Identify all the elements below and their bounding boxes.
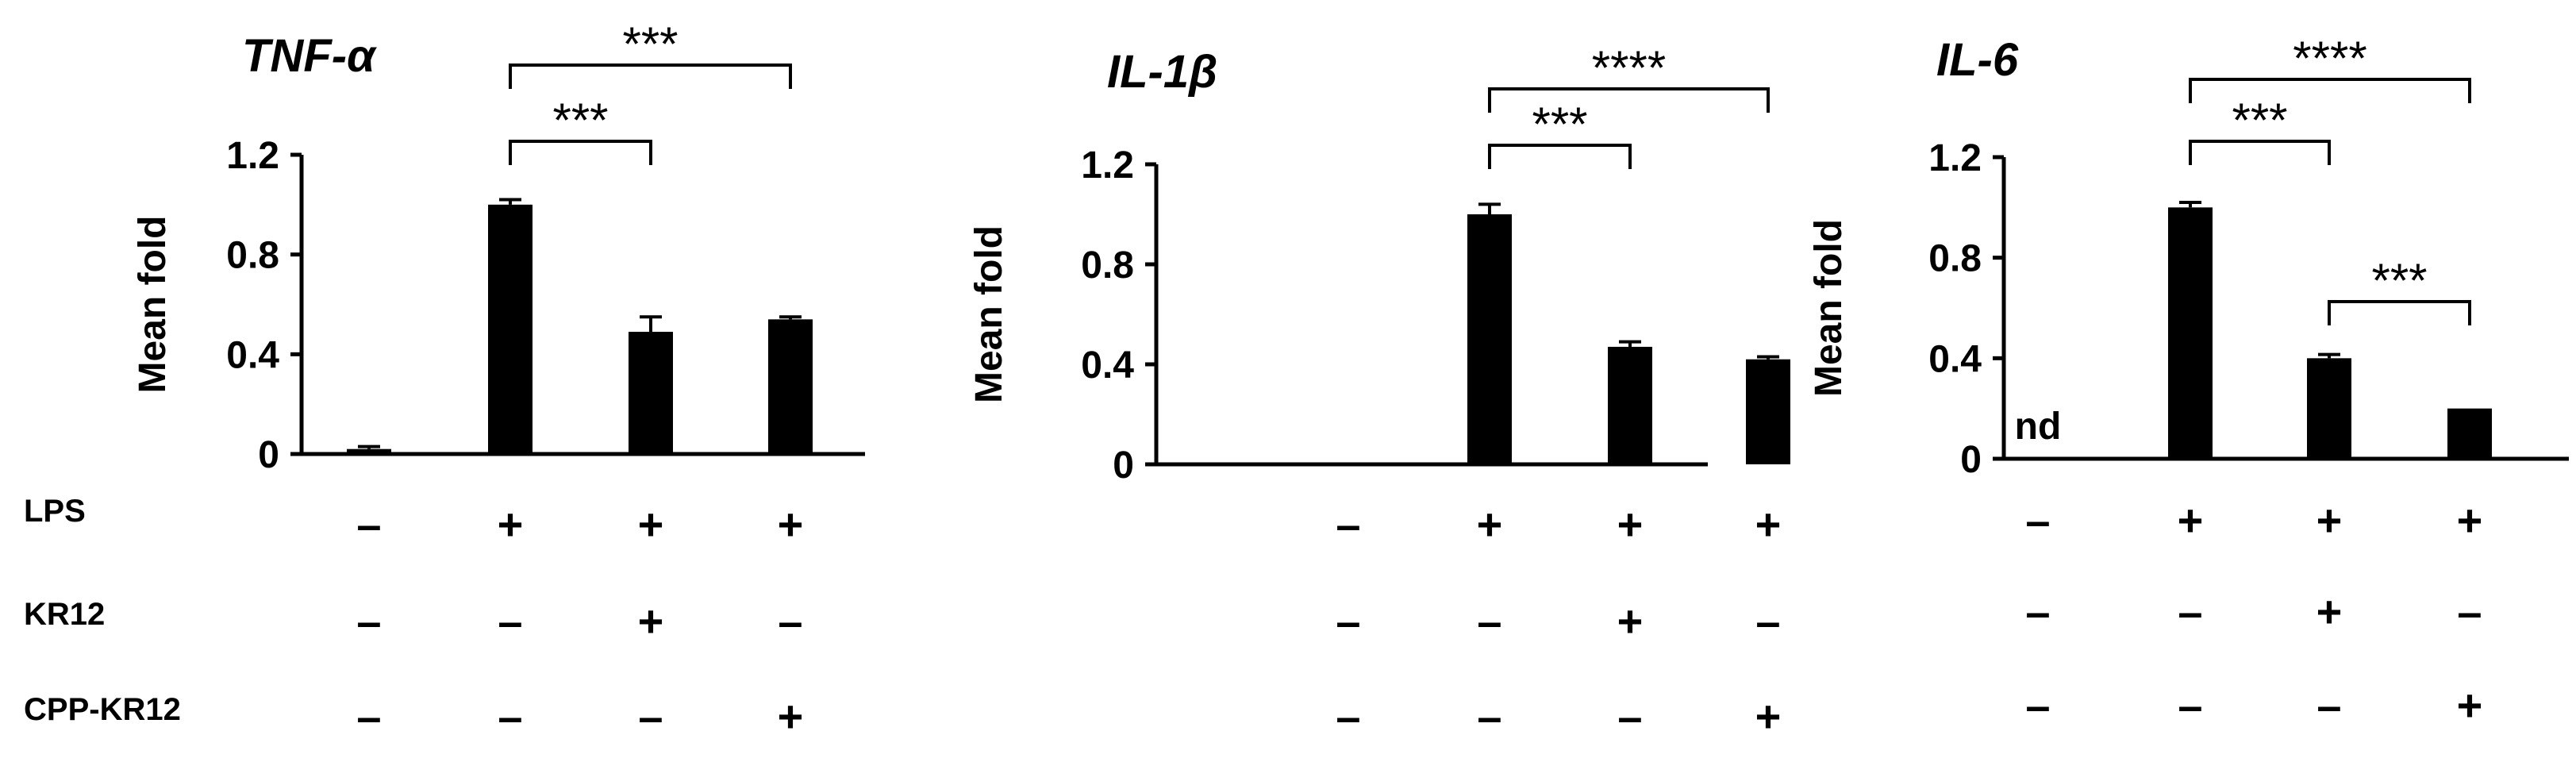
y-tick-label: 0.8 — [226, 235, 279, 277]
bar — [2447, 408, 2492, 459]
significance-label: *** — [2371, 254, 2427, 307]
not-detected-label: nd — [2015, 406, 2062, 448]
treatment-symbol: + — [1617, 596, 1644, 646]
significance-label: *** — [622, 17, 678, 71]
treatment-symbol: + — [2457, 495, 2483, 545]
y-tick-label: 0.4 — [226, 334, 279, 376]
chart-title: IL-1β — [1107, 46, 1217, 98]
treatment-symbol: – — [356, 499, 381, 549]
y-tick-label: 0.4 — [1928, 338, 1982, 380]
treatment-symbol: – — [638, 691, 663, 741]
treatment-symbol: – — [1336, 691, 1360, 741]
treatment-symbol: + — [1477, 499, 1503, 549]
treatment-symbol: + — [498, 499, 524, 549]
bar — [629, 332, 673, 454]
y-tick-label: 0.8 — [1081, 244, 1134, 287]
significance-label: *** — [1532, 98, 1587, 151]
chart-title: TNF-α — [242, 30, 377, 82]
y-axis-label: Mean fold — [968, 225, 1010, 403]
bar — [488, 204, 533, 454]
y-tick-label: 1.2 — [1081, 144, 1134, 187]
treatment-symbol: – — [356, 596, 381, 646]
treatment-symbol: – — [1477, 596, 1501, 646]
y-tick-label: 0.4 — [1081, 344, 1134, 387]
treatment-symbol: – — [2457, 587, 2482, 637]
treatment-symbol: + — [2178, 495, 2204, 545]
significance-label: **** — [1592, 41, 1666, 94]
y-tick-label: 0 — [258, 434, 279, 476]
significance-label: *** — [2232, 94, 2287, 147]
bar — [347, 448, 391, 454]
significance-bracket — [509, 63, 792, 89]
treatment-symbol: + — [2457, 680, 2483, 730]
treatment-symbol: – — [2178, 587, 2202, 637]
treatment-symbol: – — [1336, 499, 1360, 549]
chart-panel-2: IL-1β Mean fold 0 0.4 0.8 1.2 ******* – + + + – – + – –… — [968, 41, 1790, 741]
y-tick-label: 1.2 — [226, 135, 279, 177]
bar — [1746, 359, 1790, 464]
treatment-symbol: – — [778, 596, 802, 646]
bar — [2307, 358, 2351, 459]
row-label-kr12: KR12 — [24, 597, 106, 632]
treatment-symbol: – — [1755, 596, 1780, 646]
row-label-cpp-kr12: CPP-KR12 — [24, 692, 181, 727]
significance-bracket — [2328, 300, 2471, 325]
significance-bracket — [1488, 144, 1632, 169]
y-tick-label: 1.2 — [1928, 137, 1982, 179]
y-axis-label: Mean fold — [132, 216, 174, 394]
y-tick-label: 0.8 — [1928, 238, 1982, 280]
treatment-symbol: + — [1755, 691, 1782, 741]
treatment-symbol: + — [2316, 495, 2343, 545]
bar — [768, 319, 813, 454]
bar — [1467, 214, 1512, 464]
treatment-symbol: – — [356, 691, 381, 741]
significance-label: **** — [2293, 32, 2366, 85]
y-axis-label: Mean fold — [1808, 219, 1850, 397]
significance-bracket — [2189, 140, 2331, 165]
treatment-symbol: – — [2178, 680, 2202, 730]
chart-title: IL-6 — [1936, 34, 2019, 86]
treatment-symbol: – — [2025, 680, 2050, 730]
treatment-symbol: – — [1617, 691, 1642, 741]
treatment-symbol: – — [1477, 691, 1501, 741]
treatment-symbol: + — [2316, 587, 2343, 637]
treatment-symbol: – — [498, 691, 522, 741]
treatment-symbol: – — [1336, 596, 1360, 646]
significance-bracket — [1488, 87, 1770, 113]
y-tick-label: 0 — [1113, 444, 1134, 487]
significance-label: *** — [552, 94, 608, 147]
row-label-lps: LPS — [24, 494, 86, 529]
y-tick-label: 0 — [1960, 439, 1982, 481]
bar — [1608, 346, 1652, 464]
treatment-symbol: + — [638, 596, 664, 646]
significance-bracket — [509, 140, 652, 165]
treatment-symbol: + — [1755, 499, 1782, 549]
chart-panel-1: TNF-α Mean fold 0 0.4 0.8 1.2 *** *** – + + + – – + – – –… — [132, 17, 865, 741]
bar — [2168, 207, 2213, 459]
treatment-symbol: + — [638, 499, 664, 549]
treatment-symbol: + — [778, 499, 804, 549]
treatment-symbol: + — [778, 691, 804, 741]
treatment-symbol: – — [2025, 587, 2050, 637]
significance-bracket — [2189, 78, 2471, 103]
treatment-symbol: – — [2316, 680, 2341, 730]
treatment-symbol: – — [498, 596, 522, 646]
treatment-symbol: – — [2025, 495, 2050, 545]
treatment-symbol: + — [1617, 499, 1644, 549]
